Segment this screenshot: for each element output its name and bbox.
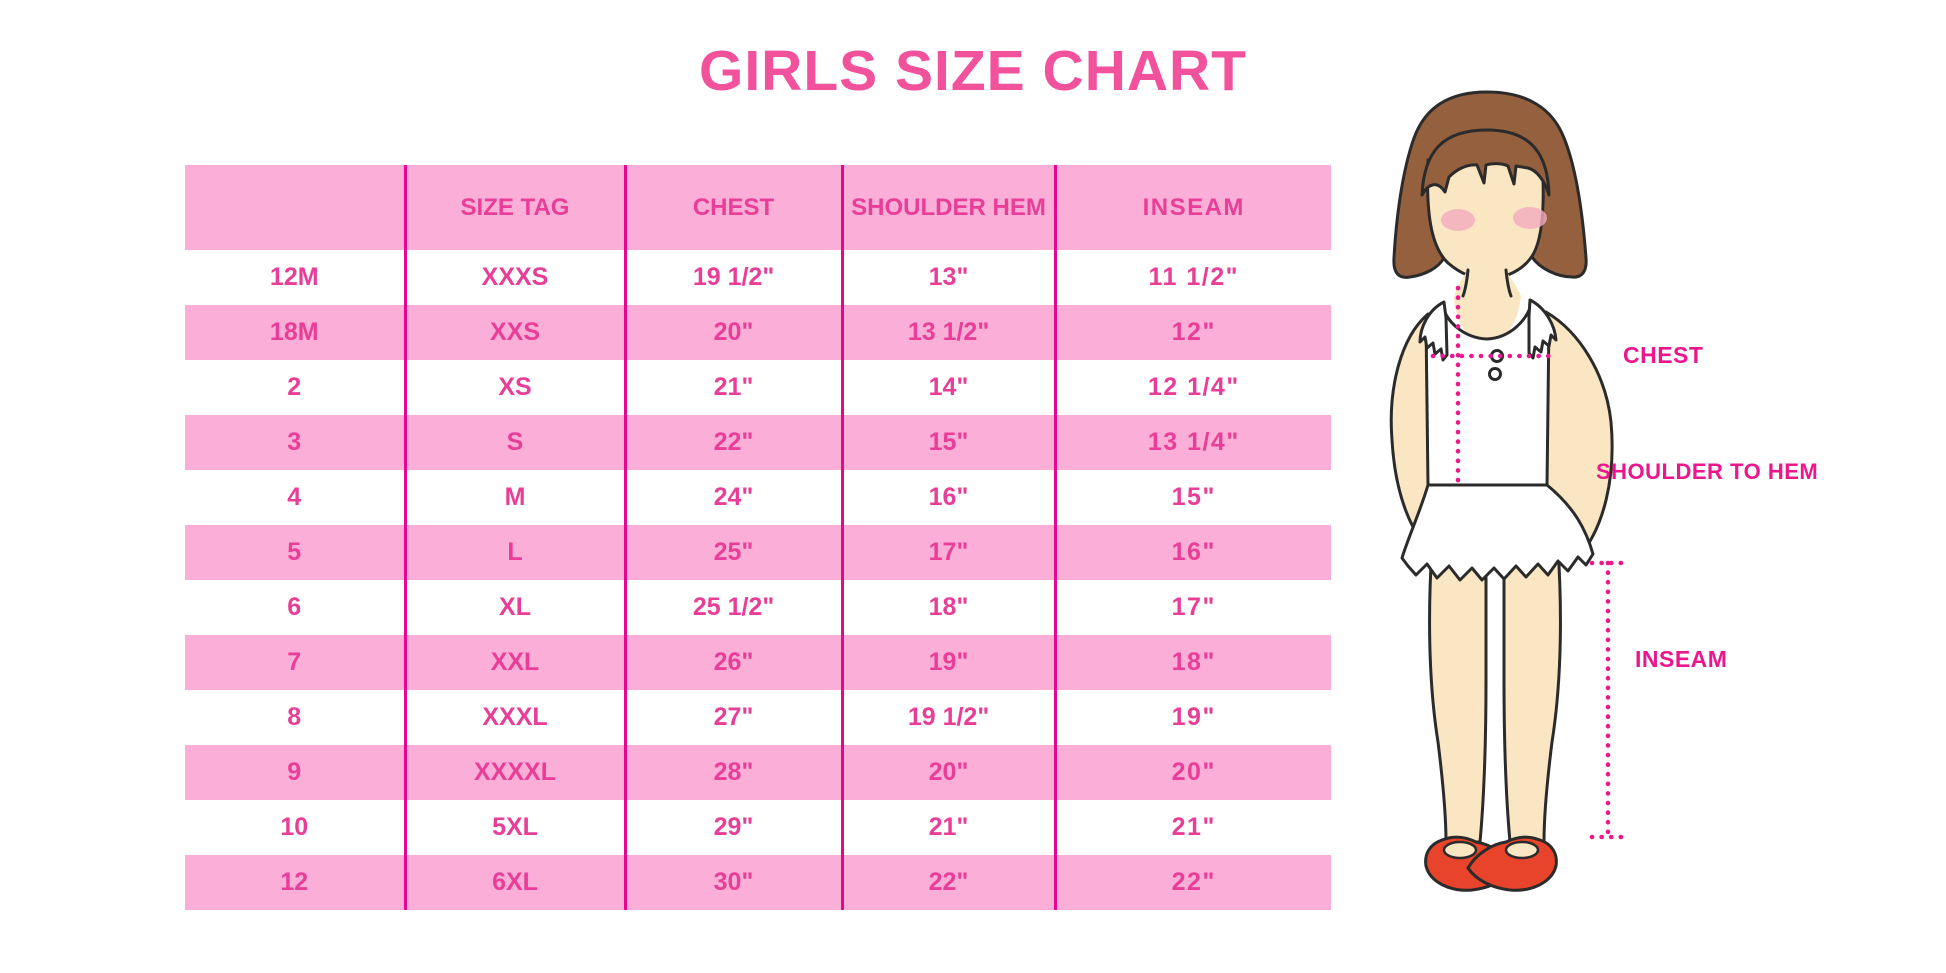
blush-right-icon xyxy=(1513,207,1547,229)
table-cell: M xyxy=(403,470,625,525)
table-cell: 19" xyxy=(840,635,1055,690)
table-row: 5 L 25" 17" 16" xyxy=(185,525,1331,580)
table-cell: 12M xyxy=(269,263,319,291)
girl-measurement-illustration xyxy=(1380,80,1700,910)
table-row: 10 5XL 29" 21" 21" xyxy=(185,800,1331,855)
header-shoulder-hem: SHOULDER HEM xyxy=(840,165,1055,250)
neck-outline xyxy=(1461,268,1513,298)
header-chest: CHEST xyxy=(623,165,842,250)
table-cell: 22" xyxy=(623,415,842,470)
table-cell: 22" xyxy=(840,855,1055,910)
table-cell: 3 xyxy=(185,415,405,470)
page-title: GIRLS SIZE CHART xyxy=(698,39,1248,103)
table-row: 2 XS 21" 14" 12 1/4" xyxy=(185,360,1331,415)
table-cell: 9 xyxy=(185,745,405,800)
table-cell: S xyxy=(403,415,625,470)
table-cell: 6 xyxy=(287,593,302,621)
table-cell: 15" xyxy=(840,415,1055,470)
table-cell: 30" xyxy=(623,855,842,910)
table-cell: 14" xyxy=(840,360,1055,415)
table-cell: 4 xyxy=(287,483,302,511)
shoulder-to-hem-label: SHOULDER TO HEM xyxy=(1596,459,1819,484)
table-cell: 18M xyxy=(185,305,405,360)
table-cell: XXXS xyxy=(403,250,625,305)
table-row: 9 XXXXL 28" 20" 20" xyxy=(185,745,1331,800)
table-cell: 13 1/4" xyxy=(1053,415,1331,470)
table-row: 6 XL 25 1/2" 18" 17" xyxy=(185,580,1331,635)
table-cell: 27" xyxy=(623,690,842,745)
table-cell: 12 1/4" xyxy=(1053,360,1331,415)
table-cell: 5 xyxy=(185,525,405,580)
table-cell: 25" xyxy=(623,525,842,580)
table-cell: 26" xyxy=(623,635,842,690)
table-cell: 8 xyxy=(287,703,302,731)
table-cell: 22" xyxy=(1053,855,1331,910)
table-cell: 19" xyxy=(1053,690,1331,745)
girls-size-table: SIZE TAG CHEST SHOULDER HEM INSEAM 12M XX… xyxy=(185,165,1331,910)
table-row: 12 6XL 30" 22" 22" xyxy=(185,855,1331,910)
table-row: 8 XXXL 27" 19 1/2" 19" xyxy=(185,690,1331,745)
table-cell: 12 xyxy=(185,855,405,910)
table-cell: 21" xyxy=(1053,800,1331,855)
header-size-tag: SIZE TAG xyxy=(403,165,625,250)
shoe-right-opening xyxy=(1504,840,1540,860)
table-cell: 6XL xyxy=(403,855,625,910)
table-cell: 18" xyxy=(840,580,1055,635)
table-cell: 20" xyxy=(1053,745,1331,800)
bangs-shape xyxy=(1420,128,1551,197)
table-cell: XS xyxy=(403,360,625,415)
leg-right-shape xyxy=(1502,546,1562,844)
table-cell: XXXXL xyxy=(403,745,625,800)
header-inseam: INSEAM xyxy=(1053,165,1331,250)
table-row: 3 S 22" 15" 13 1/4" xyxy=(185,415,1331,470)
table-cell: 24" xyxy=(623,470,842,525)
inseam-label: INSEAM xyxy=(1635,646,1728,672)
table-cell: XXS xyxy=(403,305,625,360)
table-cell: 5XL xyxy=(403,800,625,855)
table-cell: 28" xyxy=(623,745,842,800)
table-row: 7 XXL 26" 19" 18" xyxy=(185,635,1331,690)
table-row: 4 M 24" 16" 15" xyxy=(185,470,1331,525)
measurement-lines xyxy=(1430,285,1627,840)
leg-left-shape xyxy=(1428,546,1488,844)
table-cell: XL xyxy=(403,580,625,635)
button-bottom-icon xyxy=(1488,367,1502,381)
table-cell: 19 1/2" xyxy=(840,690,1055,745)
table-row: 12M XXXS 19 1/2" 13" 11 1/2" xyxy=(185,250,1331,305)
table-cell: XXL xyxy=(403,635,625,690)
skirt-shape xyxy=(1400,483,1595,582)
table-cell: 17" xyxy=(840,525,1055,580)
table-cell: XXXL xyxy=(403,690,625,745)
table-cell: L xyxy=(403,525,625,580)
blush-left-icon xyxy=(1441,209,1475,231)
table-cell: 18" xyxy=(1053,635,1331,690)
table-cell: 16" xyxy=(1053,525,1331,580)
table-cell: 12" xyxy=(1053,305,1331,360)
table-cell: 13" xyxy=(840,250,1055,305)
shoe-left-opening xyxy=(1442,840,1478,860)
table-cell: 19 1/2" xyxy=(623,250,842,305)
table-cell: 29" xyxy=(623,800,842,855)
table-cell: 7 xyxy=(185,635,405,690)
table-cell: 21" xyxy=(840,800,1055,855)
table-cell: 2 xyxy=(287,373,302,401)
table-cell: 15" xyxy=(1053,470,1331,525)
table-cell: 10 xyxy=(280,813,309,841)
neck-shape xyxy=(1454,263,1521,343)
chest-label: CHEST xyxy=(1623,342,1704,368)
table-cell: 21" xyxy=(623,360,842,415)
table-cell: 25 1/2" xyxy=(623,580,842,635)
table-cell: 11 1/2" xyxy=(1053,250,1331,305)
table-cell: 13 1/2" xyxy=(840,305,1055,360)
table-cell: 16" xyxy=(840,470,1055,525)
table-header-row: SIZE TAG CHEST SHOULDER HEM INSEAM xyxy=(185,165,1331,250)
table-cell: 20" xyxy=(840,745,1055,800)
table-cell: 20" xyxy=(623,305,842,360)
table-row: 18M XXS 20" 13 1/2" 12" xyxy=(185,305,1331,360)
girl-figure-svg xyxy=(1389,90,1627,892)
ruffle-right-shape xyxy=(1527,298,1558,360)
header-blank xyxy=(185,165,405,250)
table-cell: 17" xyxy=(1053,580,1331,635)
